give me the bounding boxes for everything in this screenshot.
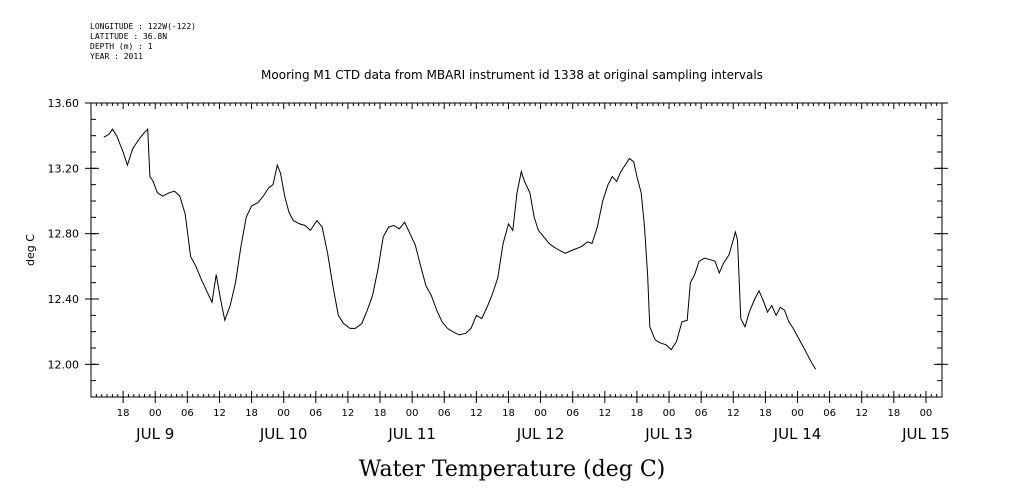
x-tick-label: 18 bbox=[374, 408, 387, 419]
y-tick-label: 12.40 bbox=[48, 293, 80, 306]
x-axis: 18 00 06 12 18 00 06 12 18 00 06 12 18 00 06 12 18 00 06 12… bbox=[117, 397, 950, 443]
x-tick-label: 18 bbox=[502, 408, 515, 419]
longitude-text: LONGITUDE : 122W(-122) bbox=[90, 22, 196, 31]
y-tick-label: 12.00 bbox=[48, 358, 80, 371]
x-tick-label: 06 bbox=[695, 408, 708, 419]
x-tick-label: 18 bbox=[631, 408, 644, 419]
x-date-label: JUL 14 bbox=[773, 425, 822, 443]
x-tick-label: 18 bbox=[117, 408, 130, 419]
x-tick-label: 18 bbox=[759, 408, 772, 419]
x-tick-label: 06 bbox=[566, 408, 579, 419]
metadata-block: LONGITUDE : 122W(-122) LATITUDE : 36.8N … bbox=[90, 22, 196, 62]
temperature-series-line bbox=[103, 127, 817, 370]
chart-title: Mooring M1 CTD data from MBARI instrumen… bbox=[261, 68, 763, 82]
x-axis-label: Water Temperature (deg C) bbox=[359, 457, 666, 482]
y-tick-label: 13.60 bbox=[48, 97, 80, 110]
x-tick-label: 06 bbox=[309, 408, 322, 419]
x-tick-label: 00 bbox=[277, 408, 290, 419]
x-tick-label: 12 bbox=[855, 408, 868, 419]
x-tick-label: 00 bbox=[149, 408, 162, 419]
x-tick-label: 12 bbox=[727, 408, 740, 419]
y-axis-label: deg C bbox=[24, 234, 37, 266]
plot-frame bbox=[90, 102, 943, 398]
x-tick-label: 00 bbox=[534, 408, 547, 419]
x-tick-label: 12 bbox=[213, 408, 226, 419]
x-tick-label: 00 bbox=[920, 408, 933, 419]
x-tick-label: 18 bbox=[887, 408, 900, 419]
x-date-label: JUL 10 bbox=[259, 425, 308, 443]
x-date-label: JUL 12 bbox=[516, 425, 565, 443]
x-date-label: JUL 15 bbox=[901, 425, 950, 443]
x-tick-label: 00 bbox=[791, 408, 804, 419]
latitude-text: LATITUDE : 36.8N bbox=[90, 32, 168, 41]
y-axis: 13.60 13.20 12.80 12.40 12.00 bbox=[48, 97, 948, 371]
x-date-label: JUL 13 bbox=[644, 425, 693, 443]
minor-ticks bbox=[90, 102, 943, 398]
x-tick-label: 00 bbox=[406, 408, 419, 419]
x-date-label: JUL 9 bbox=[135, 425, 174, 443]
y-tick-label: 12.80 bbox=[48, 228, 80, 241]
x-tick-label: 06 bbox=[438, 408, 451, 419]
x-date-label: JUL 11 bbox=[387, 425, 436, 443]
x-tick-label: 12 bbox=[470, 408, 483, 419]
depth-text: DEPTH (m) : 1 bbox=[90, 42, 153, 51]
x-tick-label: 06 bbox=[181, 408, 194, 419]
x-tick-label: 18 bbox=[245, 408, 258, 419]
year-text: YEAR : 2011 bbox=[90, 52, 143, 61]
x-tick-label: 00 bbox=[663, 408, 676, 419]
x-tick-label: 12 bbox=[598, 408, 611, 419]
y-tick-label: 13.20 bbox=[48, 162, 80, 175]
x-tick-label: 06 bbox=[823, 408, 836, 419]
x-tick-label: 12 bbox=[342, 408, 355, 419]
